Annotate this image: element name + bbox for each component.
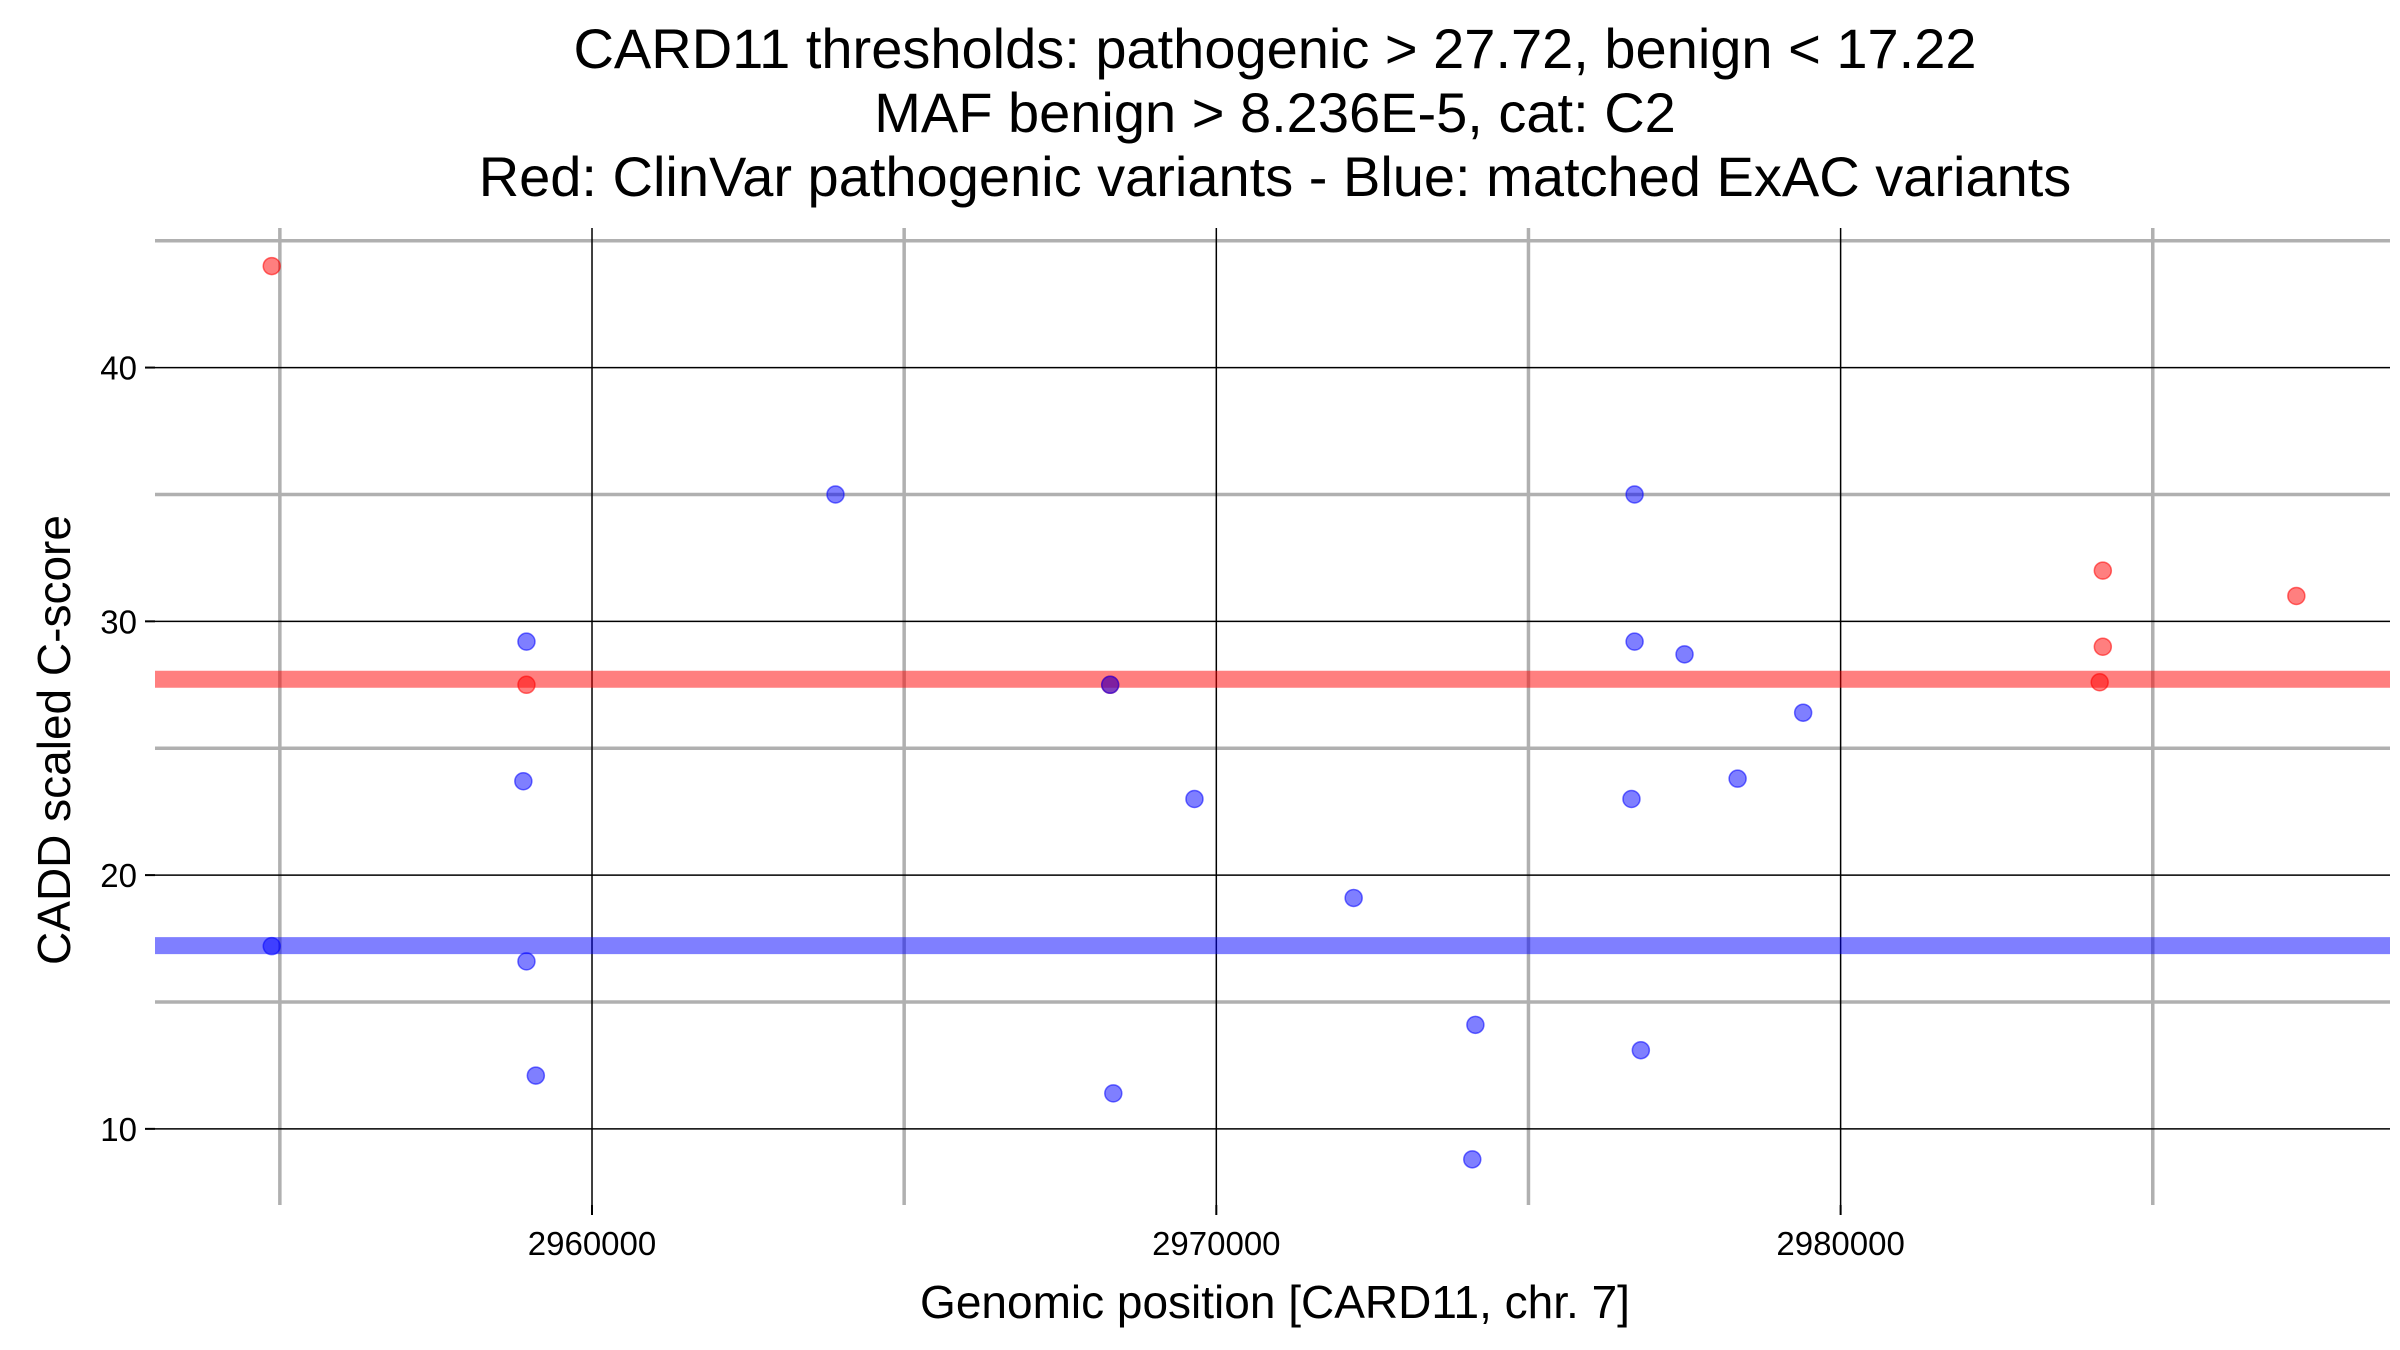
title-line-3: Red: ClinVar pathogenic variants - Blue:… — [479, 145, 2072, 208]
point-exac-matched — [1104, 1084, 1123, 1103]
chart-title: CARD11 thresholds: pathogenic > 27.72, b… — [479, 17, 2072, 208]
minor-gridlines — [155, 228, 2390, 1205]
y-axis-ticks: 10 20 30 40 — [100, 350, 155, 1148]
point-exac-matched — [1622, 789, 1641, 809]
point-exac-matched — [826, 485, 845, 504]
point-exac-matched — [1728, 769, 1747, 788]
point-exac-matched — [262, 936, 281, 956]
major-gridlines — [155, 228, 2390, 1205]
point-clinvar-pathogenic — [2093, 637, 2113, 656]
x-tick-label: 2980000 — [1776, 1225, 1904, 1262]
title-line-2: MAF benign > 8.236E-5, cat: C2 — [874, 81, 1676, 144]
x-axis-label: Genomic position [CARD11, chr. 7] — [920, 1276, 1630, 1328]
x-tick-label: 2970000 — [1152, 1225, 1280, 1262]
point-exac-matched — [1625, 485, 1644, 504]
point-clinvar-pathogenic — [517, 675, 536, 695]
point-exac-matched — [514, 771, 533, 791]
point-exac-matched — [1625, 632, 1644, 651]
y-tick-label: 40 — [100, 350, 137, 387]
data-points — [262, 256, 2306, 1169]
point-exac-matched — [1631, 1040, 1651, 1060]
x-axis-ticks: 2960000 2970000 2980000 — [528, 1205, 1905, 1262]
point-exac-matched — [517, 632, 536, 651]
x-tick-label: 2960000 — [528, 1225, 656, 1262]
point-exac-matched — [1100, 675, 1120, 695]
point-exac-matched — [1466, 1015, 1485, 1035]
point-exac-matched — [1185, 789, 1204, 809]
y-tick-label: 10 — [100, 1111, 137, 1148]
point-exac-matched — [1793, 703, 1813, 722]
threshold-lines — [155, 670, 2390, 955]
point-clinvar-pathogenic — [2287, 586, 2306, 606]
point-exac-matched — [1463, 1150, 1482, 1169]
y-tick-label: 20 — [100, 857, 137, 894]
point-exac-matched — [1675, 645, 1694, 664]
point-exac-matched — [517, 952, 536, 971]
point-clinvar-pathogenic — [262, 256, 281, 276]
y-axis-label: CADD scaled C-score — [28, 515, 80, 965]
point-clinvar-pathogenic — [2090, 672, 2109, 692]
y-tick-label: 30 — [100, 603, 137, 640]
point-exac-matched — [1344, 888, 1363, 908]
point-exac-matched — [526, 1066, 546, 1085]
title-line-1: CARD11 thresholds: pathogenic > 27.72, b… — [573, 17, 1976, 80]
point-clinvar-pathogenic — [2093, 561, 2113, 580]
